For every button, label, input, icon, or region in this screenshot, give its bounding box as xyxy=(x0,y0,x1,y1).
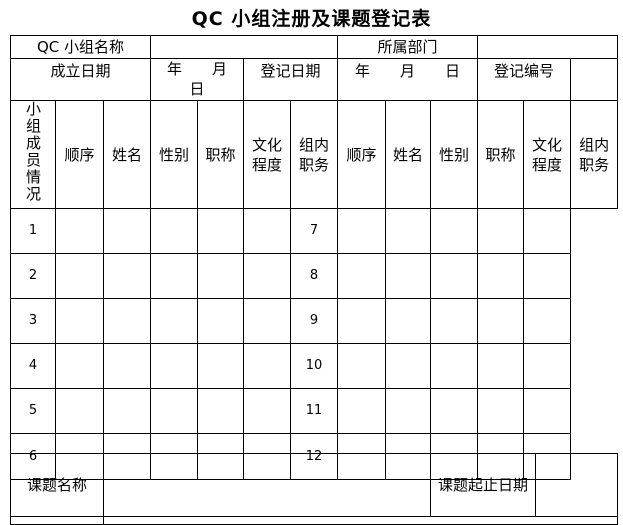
header-gender: 性别 xyxy=(430,100,479,209)
member-cell[interactable] xyxy=(337,208,387,254)
member-cell[interactable] xyxy=(337,388,387,434)
member-cell[interactable] xyxy=(430,343,479,389)
member-cell[interactable] xyxy=(430,298,479,344)
member-cell[interactable] xyxy=(197,298,245,344)
header-order: 顺序 xyxy=(55,100,104,209)
member-cell[interactable] xyxy=(102,298,152,344)
topic-period-label: 课题起止日期 xyxy=(430,453,536,517)
member-cell[interactable] xyxy=(243,343,292,389)
member-cell[interactable] xyxy=(55,253,104,299)
page-title: QC 小组注册及课题登记表 xyxy=(191,8,432,30)
topic-name-label: 课题名称 xyxy=(10,453,104,517)
member-cell[interactable] xyxy=(337,343,387,389)
header-group-role: 组内职务 xyxy=(570,100,619,209)
member-cell[interactable] xyxy=(523,298,572,344)
header-order: 顺序 xyxy=(337,100,387,209)
member-cell[interactable] xyxy=(385,253,432,299)
member-cell[interactable] xyxy=(150,388,199,434)
member-cell[interactable] xyxy=(523,388,572,434)
member-row: 5 11 xyxy=(10,388,618,434)
member-cell[interactable] xyxy=(150,343,199,389)
next-row-cell xyxy=(10,516,104,525)
registered-date-label: 登记日期 xyxy=(243,58,339,101)
member-cell[interactable] xyxy=(55,388,104,434)
member-cell[interactable] xyxy=(197,208,245,254)
member-row: 4 10 xyxy=(10,343,618,389)
member-cell[interactable] xyxy=(150,298,199,344)
member-cell[interactable] xyxy=(477,388,525,434)
member-cell[interactable] xyxy=(102,208,152,254)
department-label: 所属部门 xyxy=(337,35,479,59)
registration-number-label: 登记编号 xyxy=(477,58,572,101)
member-cell[interactable] xyxy=(243,298,292,344)
header-group-role: 组内职务 xyxy=(290,100,339,209)
topic-period-field[interactable] xyxy=(535,453,618,517)
header-name: 姓名 xyxy=(102,100,152,209)
member-cell[interactable] xyxy=(523,343,572,389)
header-name: 姓名 xyxy=(385,100,432,209)
members-section-label: 小组成员情况 xyxy=(10,100,56,209)
founded-date-label: 成立日期 xyxy=(9,58,152,101)
member-cell[interactable] xyxy=(102,343,152,389)
member-cell[interactable] xyxy=(430,208,479,254)
order-number: 10 xyxy=(290,343,339,389)
member-cell[interactable] xyxy=(55,298,104,344)
member-cell[interactable] xyxy=(55,208,104,254)
registered-date-field[interactable]: 年 月 日 xyxy=(337,58,479,101)
member-cell[interactable] xyxy=(197,388,245,434)
member-cell[interactable] xyxy=(385,208,432,254)
member-cell[interactable] xyxy=(102,388,152,434)
member-cell[interactable] xyxy=(477,343,525,389)
header-education: 文化程度 xyxy=(523,100,572,209)
member-cell[interactable] xyxy=(150,208,199,254)
registration-number-field[interactable] xyxy=(570,58,619,101)
member-cell[interactable] xyxy=(55,343,104,389)
member-cell[interactable] xyxy=(477,253,525,299)
member-cell[interactable] xyxy=(150,253,199,299)
member-cell[interactable] xyxy=(197,343,245,389)
member-cell[interactable] xyxy=(337,298,387,344)
order-number: 11 xyxy=(290,388,339,434)
member-cell[interactable] xyxy=(477,208,525,254)
group-name-label: QC 小组名称 xyxy=(9,35,152,59)
header-title: 职称 xyxy=(477,100,525,209)
order-number: 1 xyxy=(10,208,56,254)
member-cell[interactable] xyxy=(102,253,152,299)
header-gender: 性别 xyxy=(150,100,199,209)
member-cell[interactable] xyxy=(243,388,292,434)
member-cell[interactable] xyxy=(523,208,572,254)
order-number: 8 xyxy=(290,253,339,299)
order-number: 9 xyxy=(290,298,339,344)
member-cell[interactable] xyxy=(385,343,432,389)
order-number: 2 xyxy=(10,253,56,299)
topic-name-field[interactable] xyxy=(103,453,431,517)
member-cell[interactable] xyxy=(243,208,292,254)
order-number: 5 xyxy=(10,388,56,434)
member-cell[interactable] xyxy=(337,253,387,299)
group-name-field[interactable] xyxy=(150,35,339,59)
member-cell[interactable] xyxy=(477,298,525,344)
founded-date-field[interactable]: 年 月 日 xyxy=(150,58,245,101)
registration-table: QC 小组名称 所属部门 成立日期 年 月 日 登记日期 年 月 日 登记编号 … xyxy=(9,35,619,480)
member-cell[interactable] xyxy=(385,388,432,434)
next-row-cell xyxy=(103,516,618,525)
department-field[interactable] xyxy=(477,35,619,59)
order-number: 3 xyxy=(10,298,56,344)
member-cell[interactable] xyxy=(385,298,432,344)
order-number: 7 xyxy=(290,208,339,254)
member-cell[interactable] xyxy=(197,253,245,299)
header-title: 职称 xyxy=(197,100,245,209)
member-cell[interactable] xyxy=(430,253,479,299)
member-cell[interactable] xyxy=(523,253,572,299)
topic-table: 课题名称 课题起止日期 xyxy=(10,453,618,525)
member-cell[interactable] xyxy=(243,253,292,299)
header-education: 文化程度 xyxy=(243,100,292,209)
member-cell[interactable] xyxy=(430,388,479,434)
order-number: 4 xyxy=(10,343,56,389)
